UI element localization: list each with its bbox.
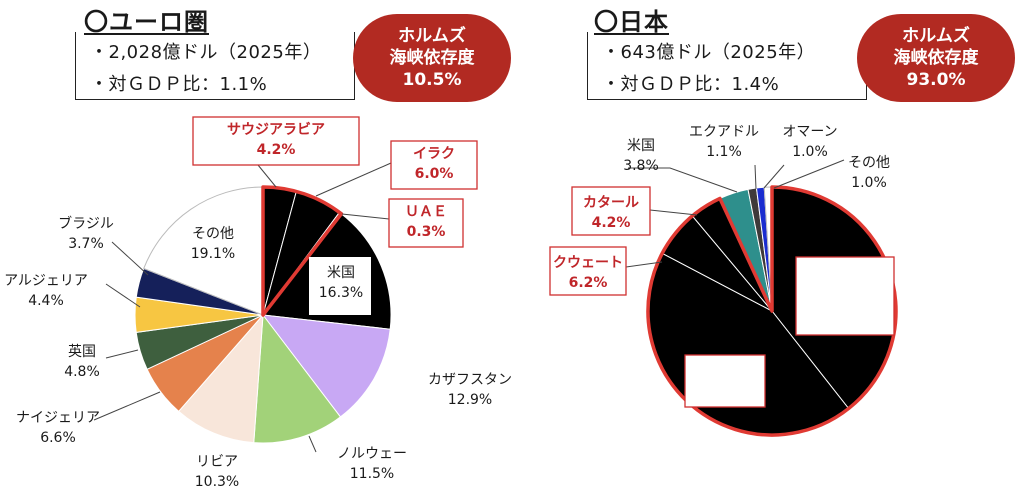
leader-line [257,164,277,188]
slice-label: サウジアラビア 39.4% [817,266,873,322]
leader-line [93,391,161,421]
leader-line [111,241,149,276]
label-box [390,140,478,190]
eurozone-panel: 〇ユーロ圏 ・2,028億ドル（2025年） ・対ＧＤＰ比：1.1% ホルムズ … [4,8,512,490]
slice-label: その他 19.1% [191,226,235,262]
slice-label: ＵＡＥ 0.3% [405,204,447,240]
pie-slice-5 [261,314,391,418]
slice-label: ブラジル 3.7% [58,215,114,252]
slice-label: エクアドル 1.1% [689,124,759,160]
leader-line [625,261,663,268]
label-box [549,246,627,296]
leader-line [315,162,392,197]
eurozone-badge-line1: ホルムズ [398,26,466,46]
japan-info-box: ・643億ドル（2025年） ・対ＧＤＰ比：1.4% [587,32,867,100]
pie-slice-6 [253,313,342,444]
pie-slice-12 [143,186,264,316]
eurozone-pie-chart: サウジアラビア 4.2% イラク 6.0% ＵＡＥ 0.3% 米国 16.3% カザフスタン 12… [4,116,512,490]
slice-label: クウェート 6.2% [553,255,623,291]
japan-panel: 〇日本 ・643億ドル（2025年） ・対ＧＤＰ比：1.4% ホルムズ 海峡依存… [512,0,1024,499]
label-box [571,186,651,236]
slice-label: カタール 4.2% [583,195,639,231]
slice-label: イラク 6.0% [413,146,455,182]
leader-line [754,164,757,190]
slice-label: 米国 16.3% [319,265,363,301]
label-bg [309,257,371,315]
highlight-outline [261,185,344,317]
leader-line [341,213,390,220]
slice-label: その他 1.0% [848,155,890,191]
label-box [684,354,766,408]
leader-line [763,164,785,189]
leader-line [773,159,845,189]
label-box [192,116,360,166]
eurozone-import-value: ・2,028億ドル（2025年） [90,42,322,63]
eurozone-title: 〇ユーロ圏 [84,8,209,36]
leader-line [628,167,738,193]
japan-badge-value: 93.0% [906,70,966,90]
slice-label: ＵＡＥ 43.3% [701,366,750,402]
eurozone-gdp-ratio: ・対ＧＤＰ比：1.1% [90,74,268,95]
highlight-outline [646,185,898,437]
slice-label: サウジアラビア 4.2% [227,122,325,158]
eurozone-info-box: ・2,028億ドル（2025年） ・対ＧＤＰ比：1.1% [75,32,355,100]
eurozone-badge-value: 10.5% [402,70,462,90]
japan-badge-line2: 海峡依存度 [893,48,979,68]
japan-import-value: ・643億ドル（2025年） [602,42,816,63]
leader-line [308,435,317,453]
slice-label: 米国 3.8% [623,138,659,174]
label-box [795,256,895,336]
japan-badge-line1: ホルムズ [902,26,970,46]
slice-label: オマーン 1.0% [782,124,837,160]
japan-hormuz-badge: ホルムズ 海峡依存度 93.0% [857,14,1015,102]
japan-title: 〇日本 [594,8,669,36]
pie-slice-7 [178,313,264,444]
leader-line [649,209,698,216]
slice-label: カザフスタン 12.9% [428,372,512,408]
leader-line [105,283,141,308]
slice-label: ノルウェー 11.5% [337,446,407,482]
eurozone-badge-line2: 海峡依存度 [389,48,475,68]
eurozone-hormuz-badge: ホルムズ 海峡依存度 10.5% [353,14,511,102]
slice-label: ナイジェリア 6.6% [16,410,100,446]
slice-label: アルジェリア 4.4% [4,273,88,309]
japan-gdp-ratio: ・対ＧＤＰ比：1.4% [602,74,780,95]
slice-label: 英国 4.8% [64,343,100,380]
japan-pie-chart: サウジアラビア 39.4% ＵＡＥ 43.3% クウェート 6.2% カタール 4.2% 米国 3… [549,124,898,437]
leader-line [105,349,139,359]
slice-label: リビア 10.3% [195,454,239,490]
label-box [388,198,464,248]
